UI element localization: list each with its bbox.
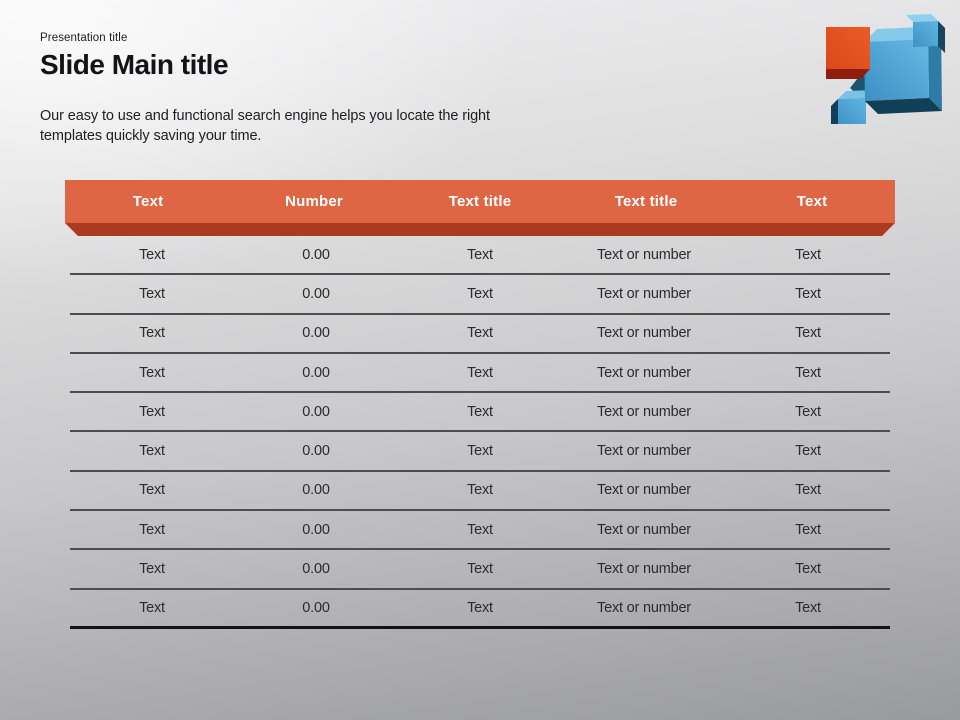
table-cell: Text	[795, 521, 821, 538]
table-cell: 0.00	[302, 561, 330, 578]
table-cell: Text	[139, 443, 165, 460]
table-cell: Text	[795, 325, 821, 342]
table-cell: Text	[467, 364, 493, 381]
table-cell: Text	[139, 246, 165, 263]
table-header-bevel	[65, 223, 895, 236]
table-cell: Text	[795, 561, 821, 578]
table-cell: Text	[467, 285, 493, 302]
table-cell: 0.00	[302, 246, 330, 263]
table-cell: Text	[467, 482, 493, 499]
table-header-cell: Text	[796, 193, 828, 210]
table-cell: 0.00	[302, 403, 330, 420]
table-cell: Text or number	[597, 599, 691, 616]
table-row: Text 0.00 Text Text or number Text	[70, 236, 890, 276]
table-cell: Text or number	[597, 364, 691, 381]
table-cell: Text	[139, 403, 165, 420]
table-header-cell: Text title	[448, 193, 512, 210]
table-cell: Text	[467, 561, 493, 578]
presentation-title: Presentation title	[40, 32, 128, 44]
table-cell: Text or number	[597, 403, 691, 420]
table-cell: 0.00	[302, 443, 330, 460]
slide-description: Our easy to use and functional search en…	[40, 108, 490, 144]
data-table: Text Number Text title Text title Text T…	[65, 180, 895, 629]
table-cell: 0.00	[302, 482, 330, 499]
table-cell: Text	[467, 443, 493, 460]
table-cell: Text	[795, 246, 821, 263]
table-cell: Text or number	[597, 285, 691, 302]
cubes-logo-icon	[826, 14, 945, 124]
table-row: Text 0.00 Text Text or number Text	[70, 315, 890, 354]
table-row: Text 0.00 Text Text or number Text	[70, 393, 890, 433]
table-cell: Text	[139, 482, 165, 499]
table-header-cell: Text title	[614, 193, 678, 210]
table-cell: Text	[139, 325, 165, 342]
table-cell: Text	[795, 443, 821, 460]
table-cell: Text	[795, 285, 821, 302]
table-cell: Text or number	[597, 246, 691, 263]
table-cell: Text	[139, 521, 165, 538]
table-cell: Text	[795, 482, 821, 499]
table-cell: 0.00	[302, 325, 330, 342]
table-row: Text 0.00 Text Text or number Text	[70, 472, 890, 512]
table-row: Text 0.00 Text Text or number Text	[70, 354, 890, 394]
table-cell: Text	[139, 364, 165, 381]
table-cell: 0.00	[302, 285, 330, 302]
slide-main-title: Slide Main title	[40, 49, 229, 80]
table-cell: Text	[467, 403, 493, 420]
table-row: Text 0.00 Text Text or number Text	[70, 590, 890, 629]
table-cell: Text	[139, 285, 165, 302]
table-cell: Text	[467, 521, 493, 538]
table-header-row: Text Number Text title Text title Text	[65, 180, 895, 223]
table-cell: Text	[467, 246, 493, 263]
table-row: Text 0.00 Text Text or number Text	[70, 550, 890, 590]
table-cell: Text or number	[597, 325, 691, 342]
table-cell: Text or number	[597, 443, 691, 460]
table-cell: Text or number	[597, 521, 691, 538]
table-cell: Text	[795, 599, 821, 616]
table-cell: Text	[467, 599, 493, 616]
table-cell: 0.00	[302, 364, 330, 381]
table-cell: Text	[467, 325, 493, 342]
table-body: Text 0.00 Text Text or number Text Text …	[70, 236, 890, 629]
table-row: Text 0.00 Text Text or number Text	[70, 275, 890, 315]
table-cell: Text	[795, 364, 821, 381]
table-header-cell: Number	[285, 193, 343, 210]
table-cell: 0.00	[302, 521, 330, 538]
table-header-cell: Text	[132, 193, 164, 210]
table-cell: Text or number	[597, 561, 691, 578]
table-cell: Text	[139, 561, 165, 578]
table-cell: Text	[139, 599, 165, 616]
table-row: Text 0.00 Text Text or number Text	[70, 432, 890, 472]
table-cell: Text	[795, 403, 821, 420]
table-cell: Text or number	[597, 482, 691, 499]
table-row: Text 0.00 Text Text or number Text	[70, 511, 890, 551]
table-cell: 0.00	[302, 599, 330, 616]
